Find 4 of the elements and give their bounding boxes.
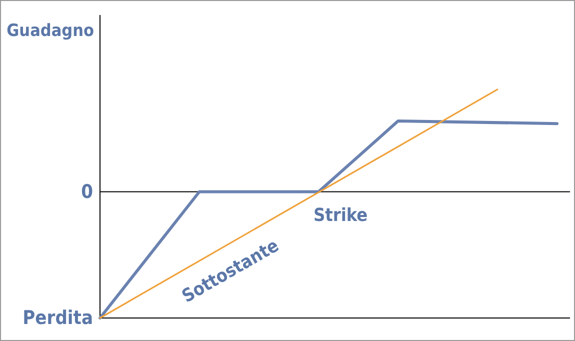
- y-axis-title: Guadagno: [6, 21, 94, 41]
- annotation: Strike: [313, 204, 368, 226]
- text: 0: [81, 180, 94, 203]
- text: Perdita: [22, 307, 93, 329]
